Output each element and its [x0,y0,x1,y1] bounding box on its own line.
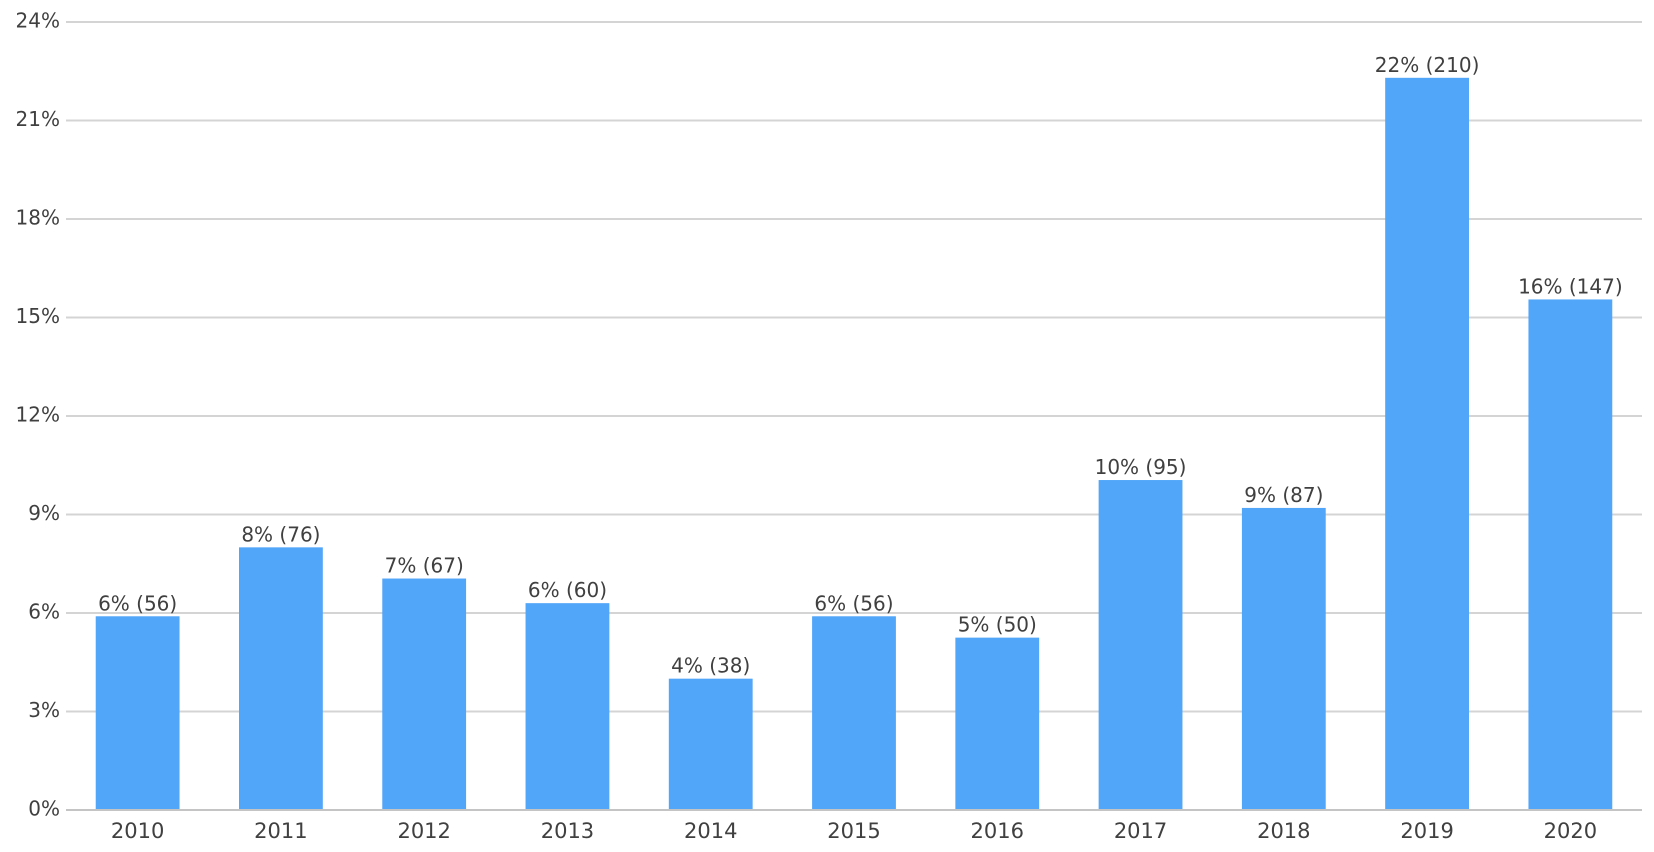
bar-2020 [1528,299,1613,810]
bar-2012 [382,578,467,810]
y-tick-label: 21% [16,107,60,131]
x-tick-label-2015: 2015 [827,819,880,843]
data-label-2017: 10% (95) [1095,455,1187,479]
x-tick-label-2016: 2016 [971,819,1024,843]
bar-2016 [955,637,1040,810]
x-tick-label-2012: 2012 [397,819,450,843]
x-tick-label-2018: 2018 [1257,819,1310,843]
x-tick-label-2014: 2014 [684,819,737,843]
y-tick-label: 3% [28,698,60,722]
bar-2017 [1098,480,1183,810]
y-tick-label: 24% [16,9,60,33]
data-label-2012: 7% (67) [385,554,464,578]
x-tick-label-2013: 2013 [541,819,594,843]
bar-2018 [1241,507,1326,810]
data-label-2010: 6% (56) [98,591,177,615]
x-tick-label-2011: 2011 [254,819,307,843]
data-label-2018: 9% (87) [1244,483,1323,507]
data-label-2013: 6% (60) [528,578,607,602]
x-axis-tick-labels: 2010 2011 2012 2013 2014 2015 2016 2017 2018 2019… [111,819,1597,843]
y-tick-label: 12% [16,403,60,427]
y-tick-label: 6% [28,600,60,624]
y-tick-label: 18% [16,206,60,230]
data-label-2020: 16% (147) [1518,274,1623,298]
y-tick-label: 15% [16,304,60,328]
y-axis-tick-labels: 0% 3% 6% 9% 12% 15% 18% 21% 24% [16,9,60,821]
bar-2010 [95,616,180,810]
data-label-2014: 4% (38) [671,654,750,678]
x-tick-label-2017: 2017 [1114,819,1167,843]
data-label-2015: 6% (56) [814,591,893,615]
data-labels: 6% (56) 8% (76) 7% (67) 6% (60) 4% (38) 6% (5… [98,53,1623,678]
x-tick-label-2019: 2019 [1400,819,1453,843]
bar-2013 [525,603,610,810]
gridlines [66,21,1642,713]
data-label-2019: 22% (210) [1375,53,1480,77]
bar-2011 [239,547,323,810]
bars [95,77,1613,811]
y-tick-label: 0% [28,797,60,821]
bar-2014 [668,678,753,810]
data-label-2011: 8% (76) [241,522,320,546]
bar-2019 [1385,77,1469,811]
bar-2015 [812,616,896,810]
x-tick-label-2010: 2010 [111,819,164,843]
y-tick-label: 9% [28,501,60,525]
x-tick-label-2020: 2020 [1544,819,1597,843]
data-label-2016: 5% (50) [958,613,1037,637]
